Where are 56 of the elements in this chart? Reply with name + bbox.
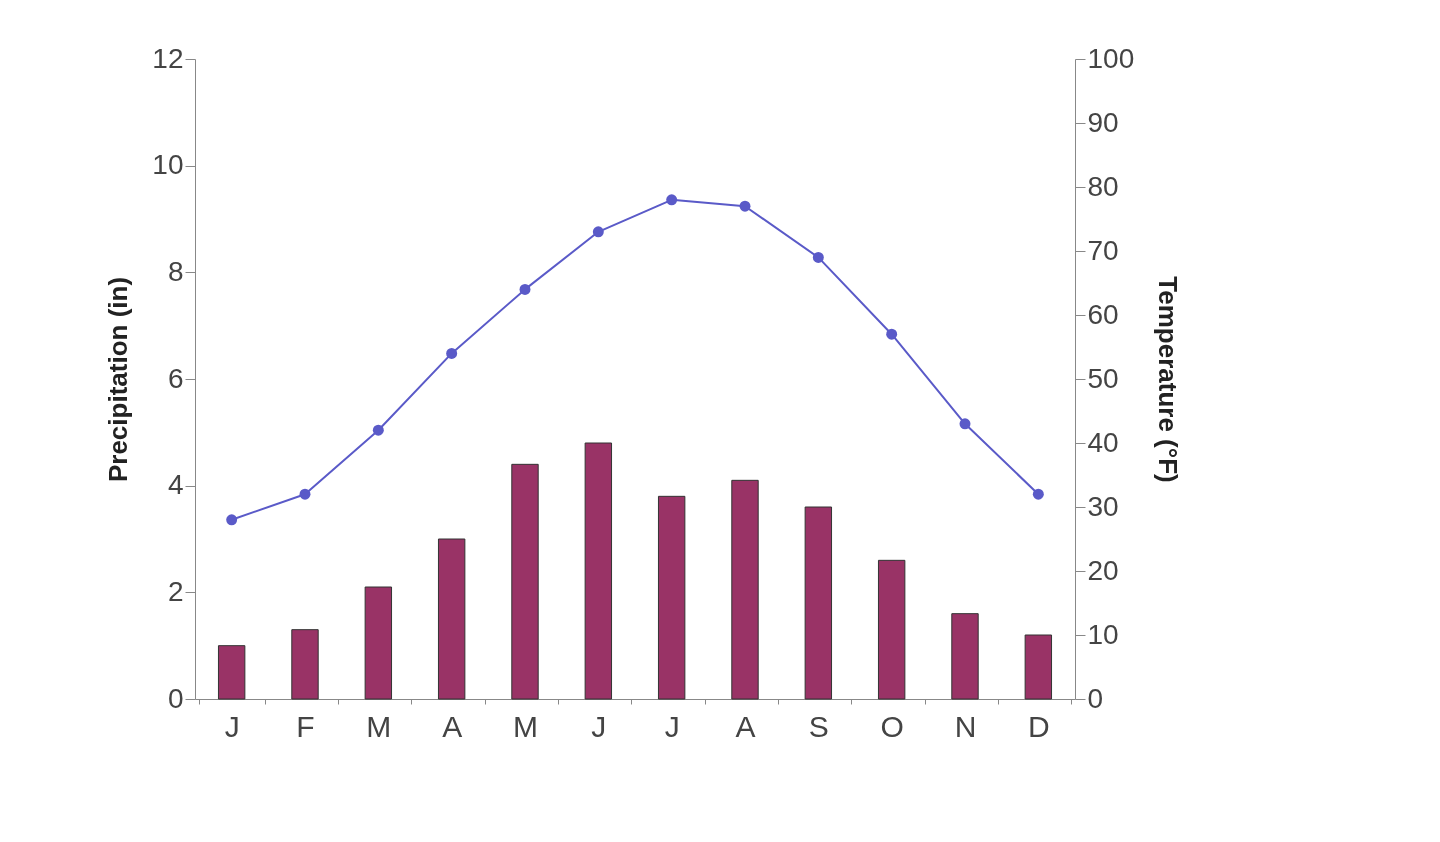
x-tick-label: J bbox=[664, 709, 680, 743]
point bbox=[446, 347, 458, 359]
point bbox=[739, 200, 751, 212]
x-tick-label: O bbox=[880, 709, 904, 743]
x-tick-label: N bbox=[954, 709, 977, 743]
point bbox=[226, 514, 238, 526]
y2-tick-label: 10 bbox=[1087, 618, 1119, 650]
bar bbox=[584, 442, 613, 700]
y2-tick-label: 0 bbox=[1087, 682, 1104, 714]
point bbox=[959, 418, 971, 430]
y-tick-label: 12 bbox=[152, 42, 184, 74]
y2-tick-label: 80 bbox=[1087, 170, 1119, 202]
y2-tick-label: 60 bbox=[1087, 298, 1119, 330]
y-tick-label: 10 bbox=[152, 149, 184, 181]
x-tick-label: F bbox=[296, 709, 315, 743]
point bbox=[886, 328, 898, 340]
y2-tick-label: 40 bbox=[1087, 426, 1119, 458]
bar bbox=[804, 506, 833, 700]
point bbox=[666, 194, 678, 206]
y2-tick-label: 50 bbox=[1087, 362, 1119, 394]
bar bbox=[437, 538, 466, 700]
bar bbox=[731, 479, 759, 700]
x-tick-label: J bbox=[224, 709, 240, 743]
x-tick-label: J bbox=[591, 709, 607, 743]
y-axis-title: Precipitation (in) bbox=[103, 276, 134, 483]
y2-tick-label: 70 bbox=[1087, 234, 1119, 266]
y2-tick-label: 20 bbox=[1087, 554, 1119, 586]
y-tick-label: 4 bbox=[167, 469, 184, 501]
x-tick-label: M bbox=[513, 709, 538, 743]
y2-axis-title: Temperature (°F) bbox=[1153, 276, 1184, 483]
bar bbox=[657, 495, 686, 700]
point bbox=[519, 283, 531, 295]
point bbox=[592, 226, 604, 238]
y-tick-label: 2 bbox=[167, 575, 184, 607]
y2-tick-label: 90 bbox=[1087, 106, 1119, 138]
x-tick-label: S bbox=[808, 709, 829, 743]
bar bbox=[877, 559, 906, 700]
bar bbox=[951, 613, 979, 700]
y2-tick-label: 100 bbox=[1087, 42, 1135, 74]
point bbox=[372, 424, 384, 436]
y2-tick-label: 30 bbox=[1087, 490, 1119, 522]
y-tick-label: 0 bbox=[167, 682, 184, 714]
point bbox=[812, 251, 824, 263]
point bbox=[299, 488, 311, 500]
x-tick-label: A bbox=[442, 709, 463, 743]
bar bbox=[291, 629, 319, 700]
bar bbox=[364, 586, 393, 700]
point bbox=[1032, 488, 1044, 500]
bar bbox=[511, 463, 539, 700]
y-tick-label: 6 bbox=[167, 362, 184, 394]
bar bbox=[1024, 634, 1053, 700]
x-tick-label: D bbox=[1028, 709, 1050, 743]
bar bbox=[217, 645, 246, 700]
y-tick-label: 8 bbox=[167, 255, 184, 287]
x-tick-label: M bbox=[366, 709, 392, 743]
x-tick-label: A bbox=[735, 709, 756, 743]
